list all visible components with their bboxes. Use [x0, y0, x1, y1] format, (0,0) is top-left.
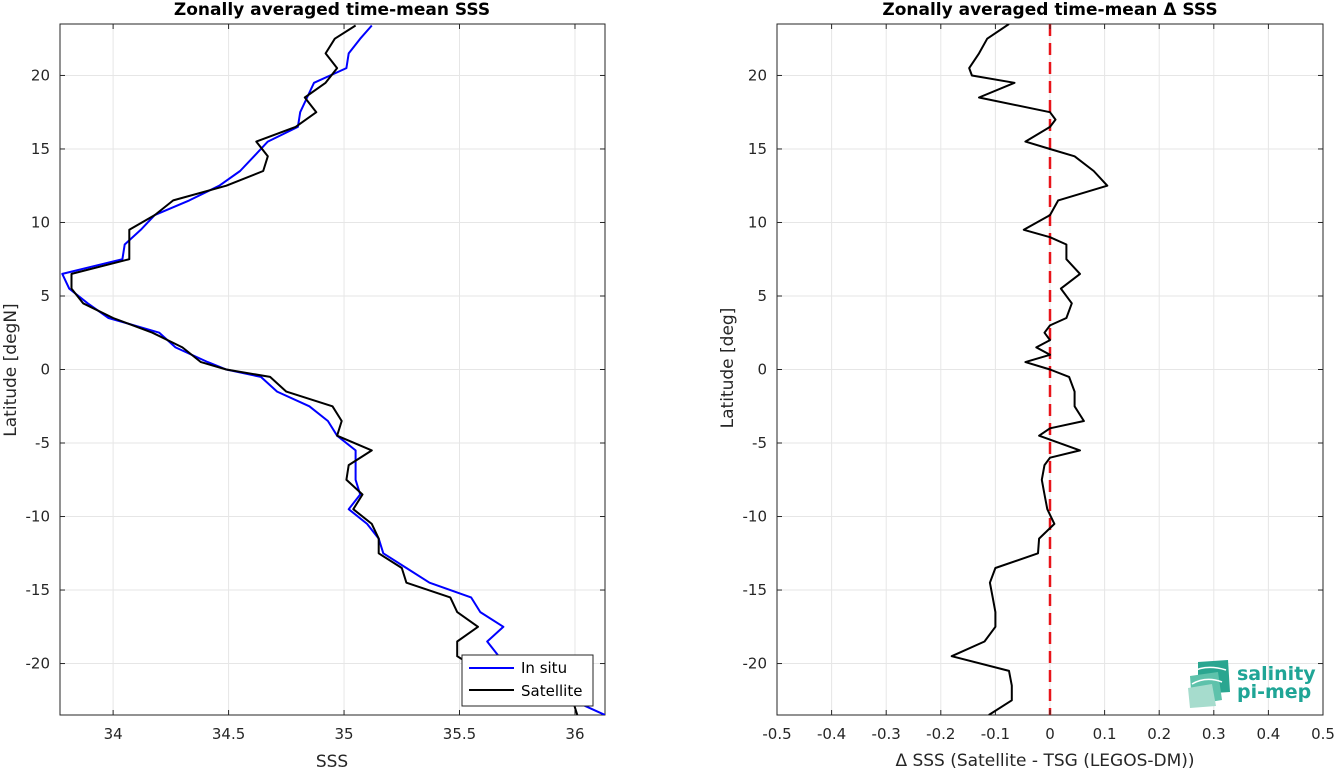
x-tick-label: -0.5 — [762, 725, 791, 743]
y-tick-label: 0 — [40, 361, 50, 379]
y-tick-label: 20 — [31, 66, 50, 84]
right-panel: Zonally averaged time-mean Δ SSS -0.5 -0.… — [718, 0, 1335, 769]
x-tick-label: 35 — [334, 725, 353, 743]
left-y-axis-label: Latitude [degN] — [1, 303, 21, 436]
x-tick-label: 0 — [1045, 725, 1055, 743]
left-ticks: 34 34.5 35 35.5 36 -20 -15 -10 -5 0 5 10 15 20 — [26, 24, 605, 743]
left-series — [61, 24, 605, 715]
x-tick-label: -0.1 — [981, 725, 1010, 743]
right-y-axis-label: Latitude [deg] — [718, 308, 738, 429]
x-tick-label: -0.2 — [926, 725, 955, 743]
logo-line-1: salinity — [1237, 663, 1316, 685]
x-tick-label: 34 — [104, 725, 123, 743]
series-line-delta-sss — [950, 24, 1109, 715]
y-tick-label: -10 — [26, 508, 51, 526]
y-tick-label: -20 — [743, 655, 768, 673]
y-tick-label: 10 — [748, 213, 767, 231]
x-tick-label: 0.3 — [1202, 725, 1226, 743]
y-tick-label: 20 — [748, 66, 767, 84]
salinity-pi-mep-logo: salinity pi-mep — [1188, 660, 1316, 708]
right-ticks: -0.5 -0.4 -0.3 -0.2 -0.1 0 0.1 0.2 0.3 0.4 0.5 -20 -… — [743, 24, 1335, 743]
right-series — [950, 24, 1109, 715]
y-tick-label: -20 — [26, 655, 51, 673]
right-chart-title: Zonally averaged time-mean Δ SSS — [882, 0, 1217, 20]
y-tick-label: -5 — [752, 434, 767, 452]
left-panel: Zonally averaged time-mean SSS 34 34.5 35 3… — [1, 0, 606, 769]
y-tick-label: -10 — [743, 508, 768, 526]
x-tick-label: 0.4 — [1256, 725, 1280, 743]
x-tick-label: 0.2 — [1147, 725, 1171, 743]
y-tick-label: 15 — [748, 140, 767, 158]
legend-label-satellite: Satellite — [521, 682, 582, 700]
x-tick-label: 36 — [565, 725, 584, 743]
series-line-in-situ — [61, 24, 605, 715]
x-tick-label: -0.3 — [872, 725, 901, 743]
y-tick-label: 0 — [757, 361, 767, 379]
wave-logo-icon — [1188, 660, 1230, 708]
x-tick-label: 34.5 — [212, 725, 245, 743]
logo-line-2: pi-mep — [1237, 681, 1311, 703]
legend: In situ Satellite — [461, 654, 594, 707]
x-tick-label: 0.1 — [1093, 725, 1117, 743]
y-tick-label: 5 — [757, 287, 767, 305]
left-grid — [60, 24, 605, 715]
y-tick-label: -15 — [26, 581, 51, 599]
left-chart-title: Zonally averaged time-mean SSS — [174, 0, 490, 20]
x-tick-label: 0.5 — [1311, 725, 1335, 743]
right-x-axis-label: Δ SSS (Satellite - TSG (LEGOS-DM)) — [895, 751, 1194, 769]
x-tick-label: -0.4 — [817, 725, 846, 743]
y-tick-label: 5 — [40, 287, 50, 305]
legend-label-in-situ: In situ — [521, 659, 567, 677]
y-tick-label: -15 — [743, 581, 768, 599]
y-tick-label: -5 — [35, 434, 50, 452]
series-line-satellite — [70, 24, 579, 715]
legend-box — [461, 654, 594, 707]
y-tick-label: 15 — [31, 140, 50, 158]
y-tick-label: 10 — [31, 213, 50, 231]
x-tick-label: 35.5 — [443, 725, 476, 743]
left-x-axis-label: SSS — [316, 752, 348, 769]
